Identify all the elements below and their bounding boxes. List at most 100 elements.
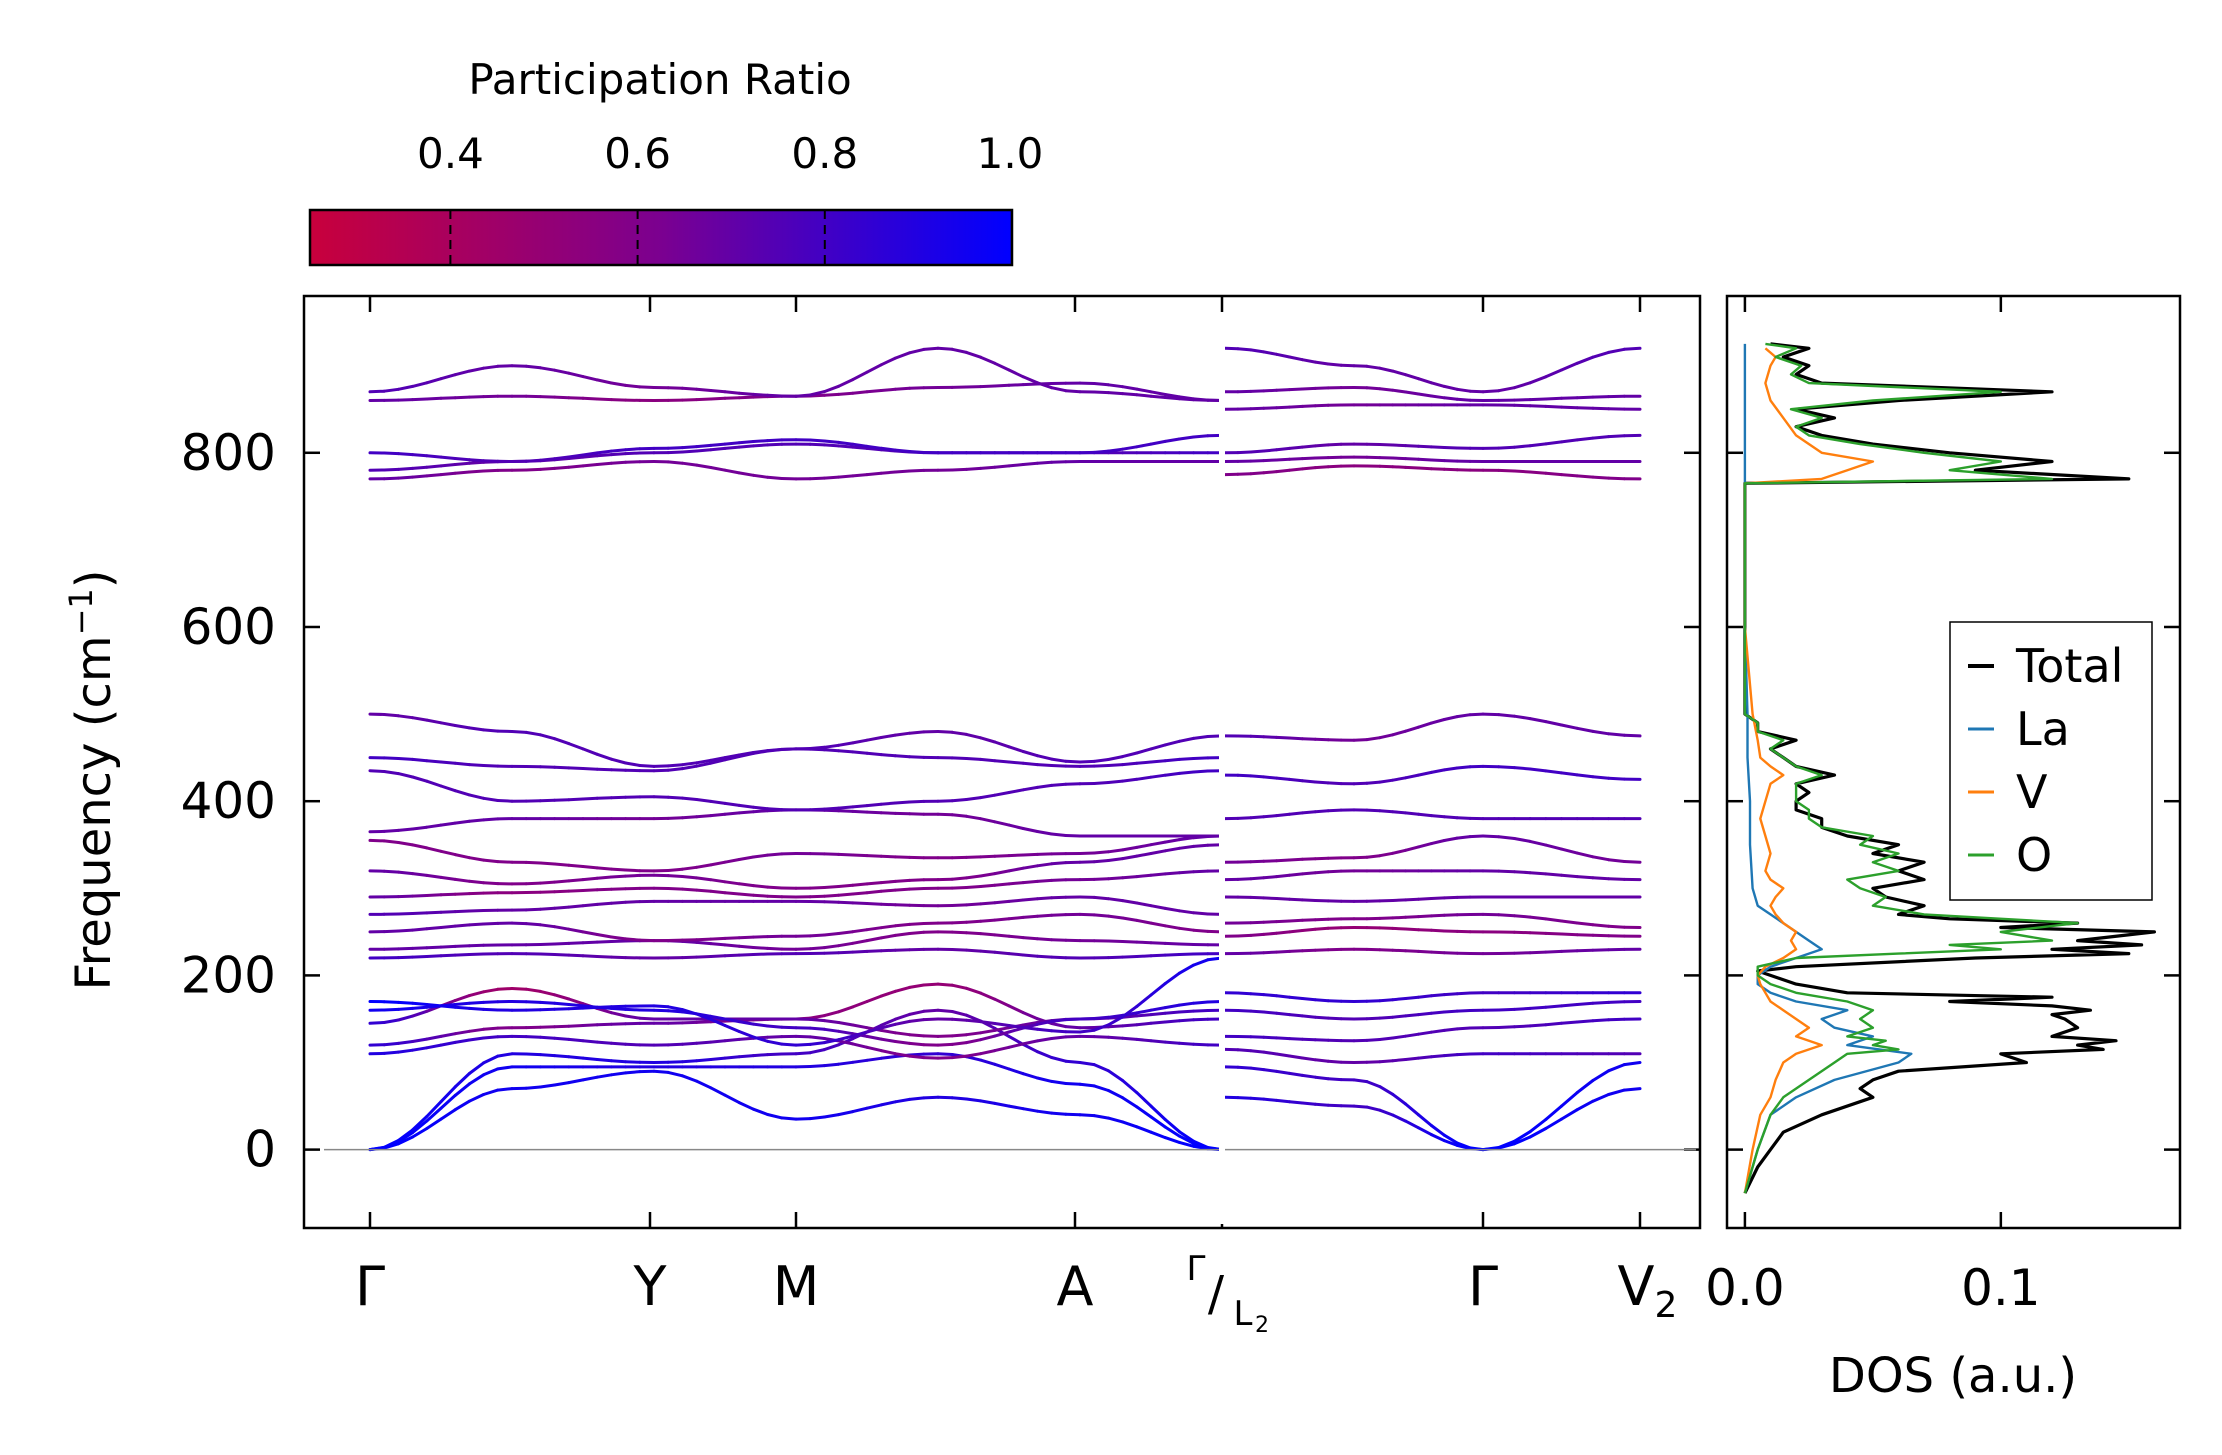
band-segment [1468,389,1485,394]
band-segment [1528,1023,1548,1028]
band-segment [851,891,869,896]
band-segment [979,384,997,389]
band-segment [723,390,741,395]
band-segment [1326,781,1343,786]
band-segment [595,752,613,761]
band-segment [1326,999,1343,1003]
band-segment [1092,758,1110,763]
band-segment [666,1009,684,1014]
band-segment [425,454,443,459]
band-segment [666,1042,684,1047]
band-segment [581,954,599,958]
band-segment [1007,1067,1025,1076]
band-segment [1275,858,1291,863]
band-segment [1163,771,1181,777]
band-segment [1064,389,1082,394]
band-segment [1163,871,1181,876]
band-segment [1391,926,1408,931]
band-segment [893,1040,912,1045]
band-segment [837,1110,855,1117]
band-segment [964,874,983,880]
band-segment [1326,464,1343,469]
band-segment [1591,406,1611,411]
band-segment [581,940,599,945]
band-segment [1275,388,1291,392]
x-tick-label-slash: / [1208,1266,1225,1322]
band-segment [709,389,727,394]
band-segment [1262,814,1279,819]
band-segment [482,1035,500,1040]
band-segment [1035,1050,1054,1059]
band-segment [1078,1061,1096,1067]
band-segment [1021,879,1039,885]
band-segment [794,1117,812,1121]
band-segment [1007,823,1025,830]
band-segment [1300,871,1317,876]
band-segment [879,753,897,758]
band-segment [680,1074,699,1083]
band-segment [808,886,826,890]
band-segment [1192,958,1210,967]
band-segment [695,798,713,803]
band-segment [908,347,926,355]
band-segment [1313,443,1330,448]
band-segment [624,1060,642,1064]
band-segment [467,943,486,948]
band-segment [411,1046,429,1052]
band-segment [1528,767,1548,773]
band-segment [510,364,528,368]
band-segment [624,873,642,878]
band-segment [1429,814,1446,819]
band-segment [964,855,983,859]
band-segment [538,952,557,956]
band-segment [1135,760,1153,765]
band-segment [1560,932,1579,937]
band-segment [737,1020,755,1026]
band-segment [1249,1009,1266,1014]
band-segment [553,889,571,894]
band-segment [1313,1075,1330,1081]
band-segment [1417,1126,1433,1137]
band-segment [595,1040,613,1045]
band-segment [737,944,755,949]
band-segment [893,985,912,993]
band-segment [1442,459,1459,463]
band-segment [1352,1104,1369,1109]
band-segment [865,802,883,808]
band-segment [609,867,628,872]
band-segment [1497,713,1516,718]
band-segment [1575,1079,1595,1095]
band-segment [1078,1028,1096,1034]
band-segment [1404,1032,1420,1038]
band-segment [624,460,642,464]
band-segment [1092,1023,1110,1032]
band-segment [1121,845,1139,852]
band-segment [1560,1003,1579,1008]
band-segment [1007,760,1025,765]
band-segment [822,944,841,950]
band-segment [1177,1140,1196,1148]
band-segment [709,1017,727,1027]
band-segment [609,398,628,402]
band-segment [1192,1000,1210,1005]
band-segment [1544,396,1563,401]
band-segment [680,887,699,892]
band-segment [964,466,983,471]
band-segment [751,1107,770,1116]
band-segment [1177,909,1196,915]
band-segment [822,475,841,480]
band-segment [1300,779,1317,784]
band-segment [709,799,727,805]
band-segment [538,395,557,399]
band-segment [382,387,400,393]
band-segment [382,476,400,481]
band-segment [1163,1040,1181,1045]
band-segment [865,1026,883,1034]
band-segment [851,1106,869,1114]
band-segment [979,949,997,954]
band-segment [1378,926,1395,930]
band-segment [1007,952,1025,957]
band-segment [723,1024,741,1033]
band-segment [1352,1078,1369,1084]
band-segment [908,1009,926,1016]
